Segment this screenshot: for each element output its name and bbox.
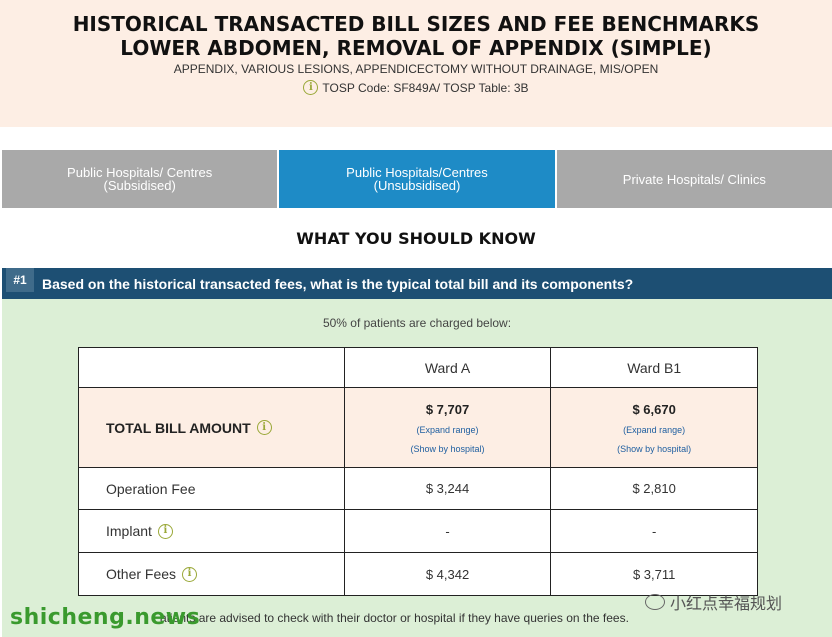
hospital-type-tabs: Public Hospitals/ Centres (Subsidised) Pu…	[2, 150, 832, 208]
table-row: Other Fees i $ 4,342 $ 3,711	[78, 552, 758, 596]
answer-panel: 50% of patients are charged below: Ward …	[2, 299, 832, 637]
row-label-cell: Implant i	[78, 509, 345, 553]
row-value-ward-b1: -	[550, 509, 758, 553]
watermark-right: 小红点幸福规划	[645, 590, 782, 614]
percentile-note: 50% of patients are charged below:	[322, 316, 512, 330]
row-value-ward-b1: $ 2,810	[550, 467, 758, 510]
table-header-row: Ward A Ward B1	[78, 347, 758, 388]
wechat-icon	[645, 594, 665, 610]
show-by-hospital-link-ward-b1[interactable]: (Show by hospital)	[617, 443, 692, 454]
tab-public-subsidised[interactable]: Public Hospitals/ Centres (Subsidised)	[2, 150, 278, 208]
row-value-ward-a: -	[343, 509, 552, 553]
info-icon[interactable]: i	[256, 420, 272, 435]
table-header-ward-b1: Ward B1	[550, 347, 758, 388]
bill-table: Ward A Ward B1 TOTAL BILL AMOUNT i $ 7,7…	[78, 347, 758, 596]
row-label-cell: Other Fees i	[78, 552, 345, 596]
page-title-line1: HISTORICAL TRANSACTED BILL SIZES AND FEE…	[72, 12, 760, 36]
tab-private-clinics[interactable]: Private Hospitals/ Clinics	[556, 150, 832, 208]
footer-note: atients are advised to check with their …	[160, 611, 629, 625]
page-title-line2: LOWER ABDOMEN, REMOVAL OF APPENDIX (SIMP…	[120, 36, 712, 60]
tab-label-line2: (Unsubsidised)	[373, 178, 461, 193]
watermark-left: shicheng.news	[10, 605, 201, 630]
tab-label-line1: Private Hospitals/ Clinics	[622, 171, 766, 187]
row-value-ward-a: $ 4,342	[343, 552, 552, 596]
procedure-subtitle: APPENDIX, VARIOUS LESIONS, APPENDICECTOM…	[173, 62, 659, 76]
info-icon[interactable]: i	[303, 80, 319, 95]
info-icon[interactable]: i	[182, 566, 198, 582]
total-ward-a: $ 7,707	[425, 401, 470, 417]
total-label: TOTAL BILL AMOUNT	[106, 419, 251, 436]
show-by-hospital-link-ward-a[interactable]: (Show by hospital)	[410, 443, 485, 454]
total-ward-b1: $ 6,670	[632, 401, 676, 417]
page-header: HISTORICAL TRANSACTED BILL SIZES AND FEE…	[0, 0, 832, 127]
tab-label-line1: Public Hospitals/ Centres	[67, 165, 213, 180]
tosp-code-text: TOSP Code: SF849A/ TOSP Table: 3B	[322, 80, 529, 95]
expand-range-link-ward-a[interactable]: (Expand range)	[416, 424, 479, 435]
info-icon[interactable]: i	[157, 523, 173, 539]
row-value-ward-a: $ 3,244	[343, 467, 552, 510]
row-label: Other Fees	[106, 566, 177, 582]
question-number-badge: #1	[6, 268, 34, 292]
row-label: Operation Fee	[78, 467, 345, 510]
total-ward-b1-cell: $ 6,670 (Expand range) (Show by hospital…	[550, 387, 758, 468]
total-label-cell: TOTAL BILL AMOUNT i	[78, 387, 345, 468]
tab-label-line1: Public Hospitals/Centres	[346, 165, 488, 180]
expand-range-link-ward-b1[interactable]: (Expand range)	[623, 424, 686, 435]
row-label: Implant	[106, 523, 152, 539]
tab-label-line2: (Subsidised)	[103, 178, 176, 193]
total-ward-a-cell: $ 7,707 (Expand range) (Show by hospital…	[343, 387, 552, 468]
question-bar: #1 Based on the historical transacted fe…	[2, 268, 832, 299]
section-title: WHAT YOU SHOULD KNOW	[296, 229, 536, 248]
table-row: Operation Fee $ 3,244 $ 2,810	[78, 467, 758, 510]
question-text: Based on the historical transacted fees,…	[42, 275, 634, 292]
table-row: Implant i - -	[78, 509, 758, 553]
table-header-empty	[78, 347, 345, 388]
table-header-ward-a: Ward A	[343, 347, 552, 388]
watermark-right-text: 小红点幸福规划	[670, 596, 783, 613]
table-row-total: TOTAL BILL AMOUNT i $ 7,707 (Expand rang…	[78, 387, 758, 468]
tab-public-unsubsidised[interactable]: Public Hospitals/Centres (Unsubsidised)	[279, 150, 555, 208]
tosp-code: i TOSP Code: SF849A/ TOSP Table: 3B	[0, 80, 832, 95]
row-value-ward-b1: $ 3,711	[550, 552, 758, 596]
